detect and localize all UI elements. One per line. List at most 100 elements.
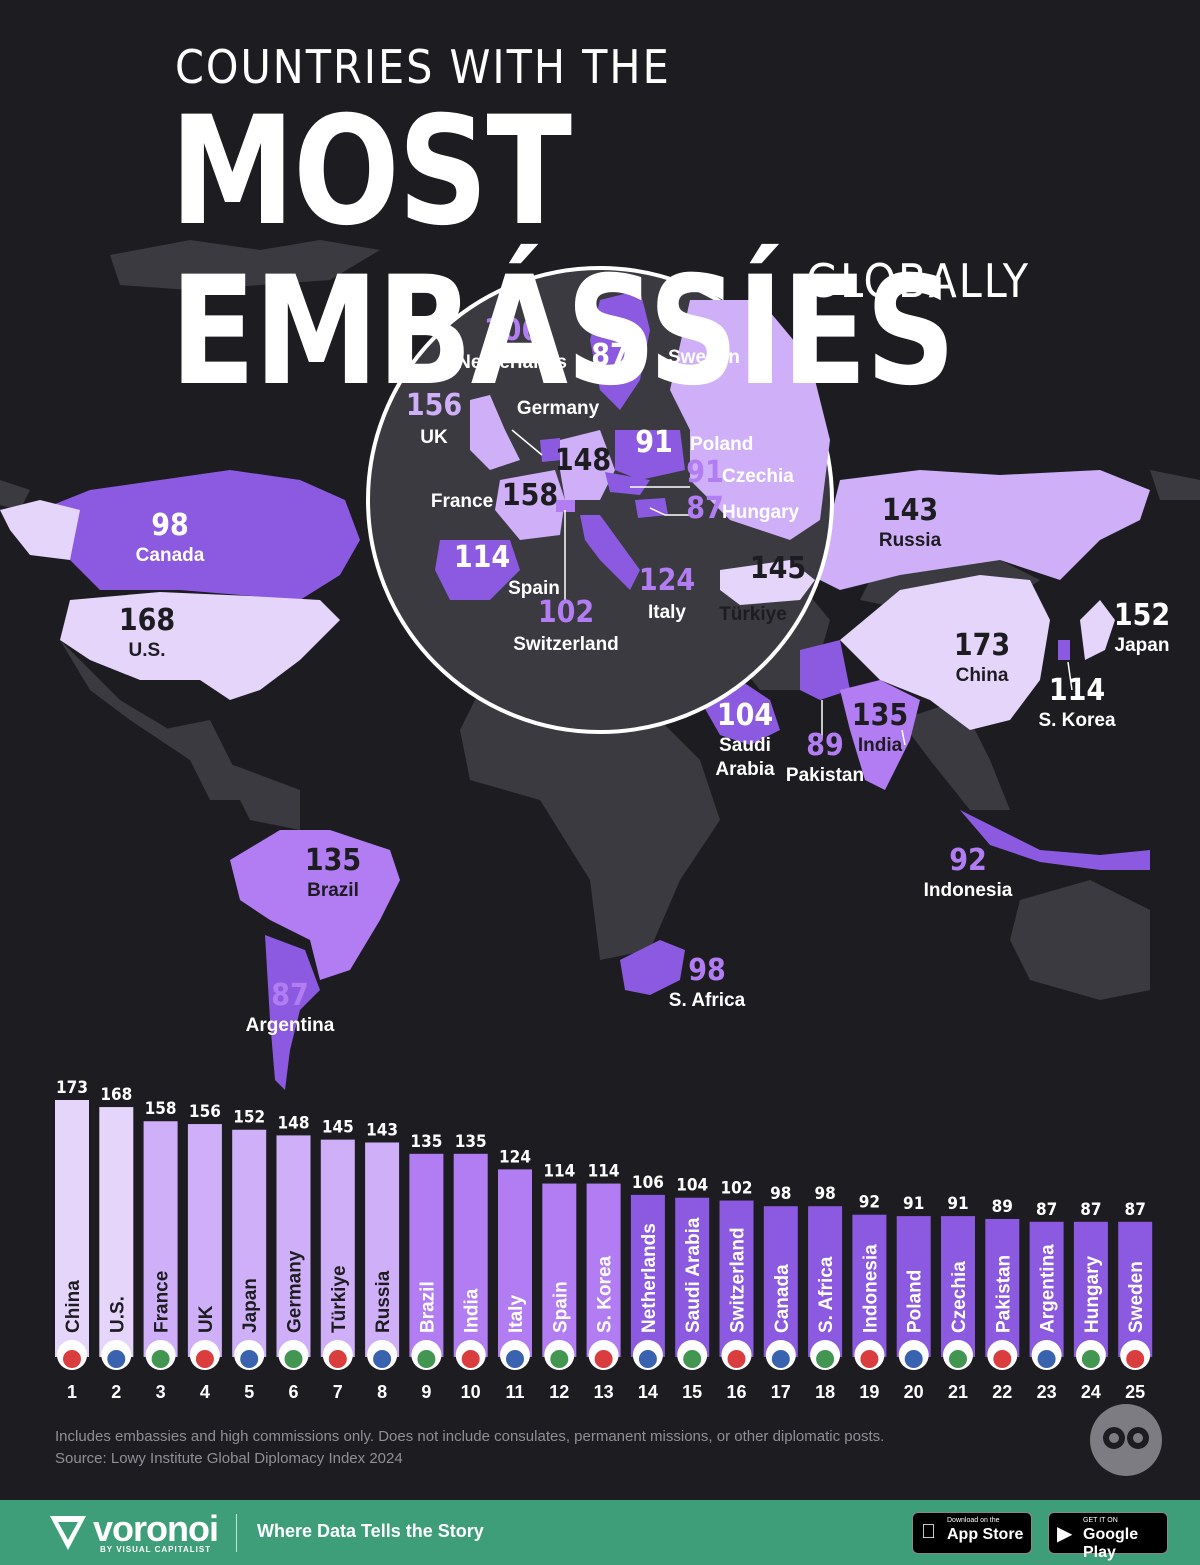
rank-14: 14 [638, 1382, 658, 1402]
bar-s-korea [586, 1183, 621, 1357]
bar-value-sweden: 87 [1125, 1200, 1146, 1220]
rank-11: 11 [505, 1382, 524, 1402]
inset-switzerland-shape [556, 500, 575, 512]
inset-value-t-rkiye: 145 [750, 551, 806, 586]
google-play-icon: ▶ [1057, 1523, 1073, 1545]
bar-value-uk: 156 [189, 1102, 221, 1122]
bar-label-t-rkiye: Türkiye [329, 1265, 350, 1333]
bar-sweden [1118, 1221, 1153, 1357]
map-label-argentina: Argentina [246, 1015, 335, 1036]
bar-brazil [409, 1153, 444, 1357]
map-value-u-s: 168 [119, 603, 175, 638]
bar-value-switzerland: 102 [721, 1179, 753, 1199]
turkiye-flag-icon [322, 1340, 353, 1370]
bar-germany [276, 1135, 311, 1357]
rank-1: 1 [67, 1382, 77, 1402]
inset-label-hungary: Hungary [722, 502, 800, 523]
title-main: MOST EMBÁSSÍES [170, 85, 956, 419]
map-label-s-korea: S. Korea [1038, 710, 1116, 731]
indonesia-shape [960, 810, 1150, 870]
map-value-saudi-arabia: 104 [717, 698, 773, 733]
sweden-flag-icon [1120, 1340, 1151, 1370]
visual-capitalist-logo-icon [1090, 1404, 1162, 1476]
bar-netherlands [630, 1194, 665, 1357]
google-play-button[interactable]: ▶ GET IT ON Google Play [1048, 1512, 1168, 1561]
map-label-saudi-arabia: Saudi Arabia [715, 735, 775, 780]
rank-24: 24 [1081, 1382, 1101, 1402]
inset-value-germany: 148 [555, 443, 611, 478]
bar-poland [896, 1216, 931, 1357]
inset-value-czechia: 91 [686, 455, 724, 490]
china-shape [840, 575, 1050, 730]
germany-flag-icon [278, 1340, 309, 1370]
inset-value-spain: 114 [454, 540, 510, 575]
app-store-small-label: Download on the [947, 1517, 1000, 1524]
map-label-pakistan: Pakistan [786, 765, 864, 786]
south-korea-flag-icon [588, 1340, 619, 1370]
south-africa-shape [620, 940, 685, 995]
divider [236, 1514, 237, 1552]
rank-2: 2 [111, 1382, 121, 1402]
brand-name: voronoi [93, 1508, 219, 1549]
china-flag-icon [57, 1340, 87, 1370]
apple-icon:  [921, 1521, 936, 1544]
bar-label-switzerland: Switzerland [728, 1227, 749, 1333]
map-label-u-s: U.S. [129, 640, 166, 661]
brazil-flag-icon [411, 1340, 442, 1370]
bar-label-italy: Italy [506, 1295, 527, 1333]
bar-label-russia: Russia [373, 1270, 394, 1333]
rank-3: 3 [156, 1382, 166, 1402]
rank-8: 8 [377, 1382, 387, 1402]
bar-label-china: China [63, 1280, 84, 1333]
bar-hungary [1073, 1221, 1108, 1357]
inset-label-switzerland: Switzerland [513, 634, 619, 655]
inset-france-shape [495, 470, 565, 540]
rank-9: 9 [421, 1382, 431, 1402]
france-flag-icon [145, 1340, 176, 1370]
bar-label-uk: UK [196, 1305, 217, 1333]
map-value-s-africa: 98 [688, 953, 726, 988]
world-map: 98Canada168U.S.135Brazil87Argentina98S. … [0, 240, 1200, 1402]
rank-22: 22 [992, 1382, 1012, 1402]
inset-label-netherlands: Netherlands [457, 352, 567, 373]
bar-value-russia: 143 [366, 1120, 398, 1140]
voronoi-logo-icon [50, 1516, 86, 1550]
india-shape [840, 680, 920, 790]
rank-4: 4 [200, 1382, 210, 1402]
bar-china [55, 1100, 89, 1357]
map-value-s-korea: 114 [1049, 673, 1105, 708]
bar-label-u-s: U.S. [107, 1296, 128, 1333]
map-label-japan: Japan [1115, 635, 1170, 656]
bar-label-pakistan: Pakistan [993, 1255, 1014, 1333]
bar-label-indonesia: Indonesia [860, 1244, 881, 1333]
rank-5: 5 [244, 1382, 254, 1402]
bar-s-africa [808, 1206, 843, 1357]
inset-label-sweden: Sweden [668, 347, 740, 368]
hungary-flag-icon [1075, 1340, 1106, 1370]
bar-label-hungary: Hungary [1082, 1256, 1103, 1334]
argentina-flag-icon [1031, 1340, 1062, 1370]
bar-label-czechia: Czechia [949, 1261, 970, 1333]
bar-value-italy: 124 [499, 1147, 531, 1167]
app-store-button[interactable]:  Download on the App Store [912, 1512, 1032, 1554]
brazil-shape [230, 830, 400, 980]
bar-japan [232, 1129, 267, 1357]
bar-italy [498, 1169, 532, 1357]
rank-6: 6 [288, 1382, 298, 1402]
bar-value-netherlands: 106 [632, 1173, 664, 1193]
inset-turkiye-shape [720, 560, 815, 605]
bar-value-brazil: 135 [410, 1132, 442, 1152]
title-line-1: COUNTRIES WITH THE [175, 40, 671, 94]
map-value-canada: 98 [151, 508, 189, 543]
bar-label-france: France [152, 1271, 173, 1333]
map-label-canada: Canada [136, 545, 205, 566]
rank-13: 13 [594, 1382, 614, 1402]
inset-value-italy: 124 [639, 563, 695, 598]
bar-label-s-africa: S. Africa [816, 1256, 837, 1333]
bar-value-czechia: 91 [947, 1194, 968, 1214]
inset-netherlands-shape [540, 438, 562, 462]
rank-15: 15 [682, 1382, 702, 1402]
map-label-china: China [956, 665, 1009, 686]
pakistan-shape [800, 640, 850, 700]
canada-flag-icon [765, 1340, 796, 1370]
